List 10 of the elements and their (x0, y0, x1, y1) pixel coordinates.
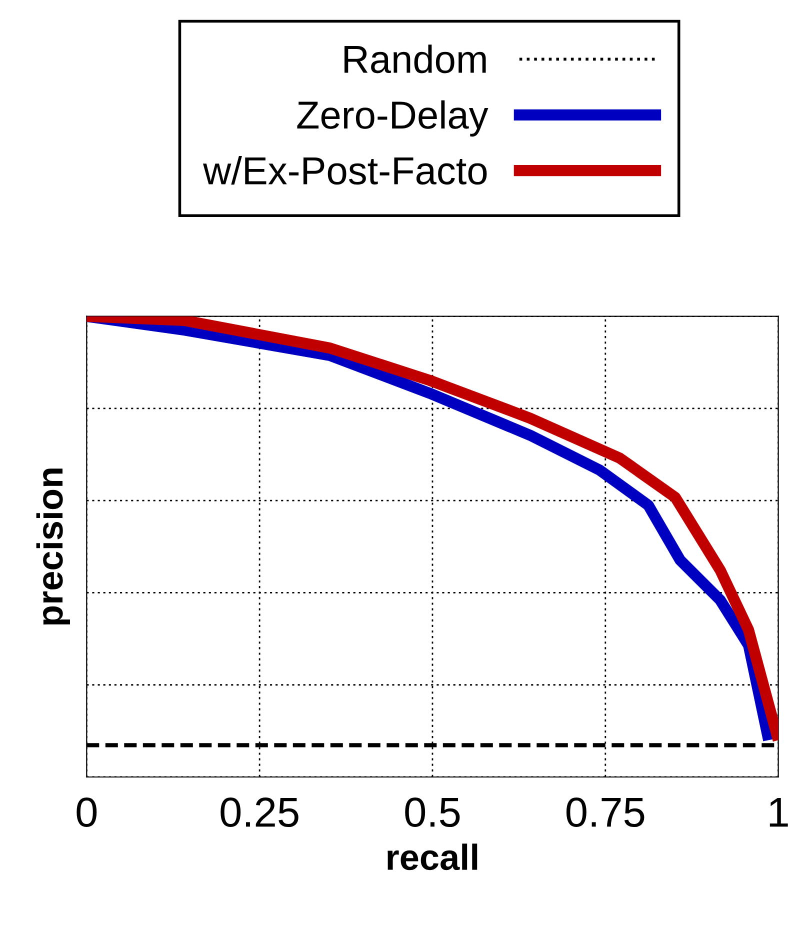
legend-label: Random (344, 44, 486, 74)
x-tick-label: 1 (770, 798, 788, 827)
legend-label: w/Ex-Post-Facto (203, 156, 487, 185)
x-tick-label: 0.5 (405, 798, 460, 828)
y-axis-title: precision (36, 468, 70, 625)
x-tick-label: 0.25 (220, 798, 298, 828)
x-tick-label: 0 (76, 798, 97, 828)
x-tick-label: 0.75 (566, 798, 644, 828)
x-axis-title: recall (388, 844, 478, 870)
legend-label: Zero-Delay (297, 100, 488, 137)
